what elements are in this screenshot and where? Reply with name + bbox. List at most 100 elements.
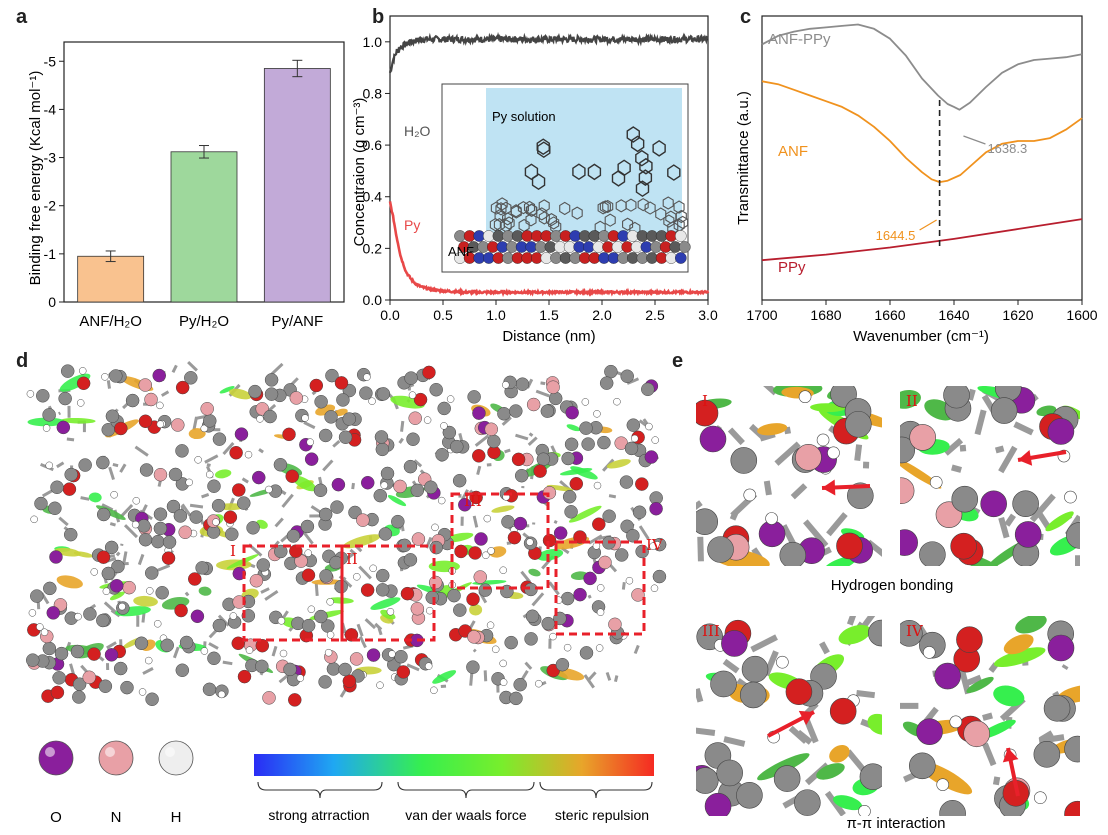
bond xyxy=(142,667,154,675)
atom xyxy=(279,649,288,658)
atom xyxy=(248,384,262,399)
chart-b-ytick-label: 0.0 xyxy=(363,292,383,308)
atom xyxy=(139,463,154,477)
atom xyxy=(171,418,185,432)
inset-molecules xyxy=(454,126,691,264)
bond xyxy=(109,522,116,527)
panel-letter-d: d xyxy=(16,350,29,372)
chart-c-series-label-anf: ANF xyxy=(778,143,808,160)
atom xyxy=(408,411,422,425)
atom xyxy=(400,586,415,601)
atom xyxy=(326,631,335,639)
atom xyxy=(263,409,277,424)
bond xyxy=(959,444,967,452)
py-molecule-icon xyxy=(638,169,653,186)
zoom-subpanel xyxy=(900,616,1080,816)
bond xyxy=(553,520,558,525)
atom xyxy=(403,553,418,567)
atom xyxy=(513,677,527,692)
atom xyxy=(696,767,719,794)
atom xyxy=(166,499,181,514)
bond xyxy=(271,645,278,657)
atom xyxy=(28,609,37,617)
atom xyxy=(82,670,96,685)
atom xyxy=(619,475,634,489)
bond xyxy=(982,712,993,721)
atom xyxy=(244,450,253,459)
atom xyxy=(246,521,260,535)
atom xyxy=(484,422,499,437)
bond xyxy=(763,386,778,396)
py-molecule-icon xyxy=(599,200,611,214)
nci-isosurface xyxy=(229,388,252,400)
atom xyxy=(943,386,970,409)
atom xyxy=(200,647,209,655)
bond xyxy=(504,448,511,454)
atom xyxy=(458,498,472,512)
atom xyxy=(42,641,57,656)
atom xyxy=(597,435,611,450)
bond xyxy=(406,663,420,672)
bond xyxy=(587,671,597,682)
atom xyxy=(373,488,388,503)
bond xyxy=(583,674,595,689)
atom xyxy=(153,521,168,536)
bond xyxy=(608,494,617,499)
nci-region-label: II xyxy=(346,550,358,568)
atom xyxy=(548,391,563,406)
atom xyxy=(325,368,339,383)
bond xyxy=(992,776,1001,786)
bond xyxy=(515,433,529,441)
atom xyxy=(309,378,324,393)
atom xyxy=(138,378,153,392)
chart-a-yticks: 0 -1 -2 -3 -4 -5 xyxy=(44,53,64,310)
nci-isosurface xyxy=(900,457,942,489)
atom xyxy=(301,414,309,422)
atom xyxy=(699,425,727,453)
atom xyxy=(741,655,769,683)
atom xyxy=(562,489,577,504)
bond xyxy=(115,551,121,557)
panel-letter-c: c xyxy=(740,6,752,28)
bond xyxy=(349,548,357,556)
legend-atom-highlight xyxy=(45,747,55,757)
bond xyxy=(727,427,745,446)
atom xyxy=(160,638,174,653)
atom xyxy=(645,422,653,431)
atom xyxy=(721,630,748,657)
atom xyxy=(900,477,915,505)
atom xyxy=(514,468,529,483)
atom xyxy=(471,449,486,463)
bond xyxy=(861,616,876,628)
atom xyxy=(536,452,551,466)
bond xyxy=(998,516,1010,539)
atom xyxy=(1012,490,1039,517)
nci-region-box xyxy=(450,492,550,590)
nci-isosurface xyxy=(60,417,96,424)
atom xyxy=(369,564,377,573)
atom xyxy=(200,402,214,416)
atom xyxy=(573,530,587,544)
atom xyxy=(207,651,221,666)
zoom-subpanel-label: II xyxy=(906,392,918,410)
atom xyxy=(342,412,356,426)
nci-isosurface xyxy=(838,624,871,645)
bond xyxy=(472,648,477,653)
atom xyxy=(909,424,936,451)
atom xyxy=(533,464,547,478)
atom xyxy=(499,566,507,574)
atom xyxy=(1014,521,1042,548)
py-molecule-icon xyxy=(518,218,530,233)
zoom-subpanel-label: I xyxy=(702,392,708,410)
atom xyxy=(916,718,943,746)
atom xyxy=(599,376,614,390)
nci-isosurface xyxy=(993,685,1025,707)
atom xyxy=(87,647,101,661)
nci-isosurface xyxy=(566,424,581,432)
atom xyxy=(56,420,71,435)
py-molecule-icon xyxy=(637,197,649,212)
atom xyxy=(513,516,528,531)
nci-isosurface xyxy=(1003,634,1034,655)
atom xyxy=(909,752,936,780)
atom xyxy=(598,555,612,570)
